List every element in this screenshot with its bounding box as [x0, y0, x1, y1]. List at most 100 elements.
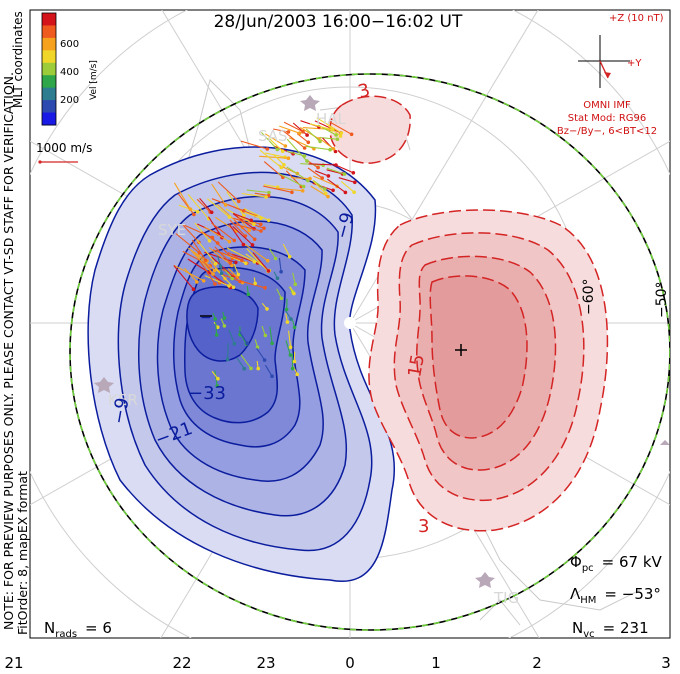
velocity-vector-origin: [259, 222, 263, 227]
contour-label-pos15: 15: [404, 353, 429, 379]
velocity-vector: [284, 309, 292, 320]
velocity-vector: [207, 198, 230, 218]
velocity-vector: [272, 128, 289, 133]
potential-extrema: [200, 315, 467, 356]
velocity-vector-origin: [212, 268, 217, 273]
velocity-vector-origin: [238, 279, 242, 284]
velocity-vector-origin: [213, 282, 217, 286]
velocity-vector-origin: [339, 131, 344, 135]
velocity-vector: [233, 263, 239, 275]
velocity-vector-origin: [293, 282, 298, 287]
velocity-vectors: [173, 117, 357, 388]
fit-order-note: FitOrder: 8, mapEX format: [15, 471, 30, 635]
velocity-vector: [215, 322, 218, 336]
velocity-vector: [173, 182, 191, 210]
velocity-vector-origin: [265, 147, 270, 151]
velocity-vector: [288, 330, 292, 348]
velocity-vector-origin: [286, 156, 291, 160]
velocity-vector-origin: [326, 174, 331, 178]
radar-labels: SAS HAL SYE KER TIG: [108, 110, 519, 607]
velocity-vector: [278, 257, 282, 272]
mlt-coordinates-label: MLT coordinates: [11, 11, 25, 108]
velocity-vector-origin: [227, 284, 231, 288]
velocity-vector: [312, 180, 326, 190]
contour-label-neg9-left: −9: [108, 396, 133, 426]
mlt-label-2: 2: [532, 654, 542, 672]
velocity-vector-origin: [188, 207, 193, 211]
mlt-label-22: 22: [172, 654, 191, 672]
velocity-vector-origin: [263, 333, 268, 338]
velocity-vector: [175, 233, 200, 254]
imf-source: OMNI IMF: [583, 100, 631, 111]
velocity-vector-origin: [241, 209, 246, 213]
velocity-vector-origin: [334, 133, 338, 137]
radar-label-sas: SAS: [258, 127, 288, 145]
velocity-vector: [233, 219, 256, 240]
velocity-vector: [191, 239, 207, 261]
velocity-vector-origin: [306, 140, 311, 145]
velocity-vector-origin: [227, 215, 232, 219]
velocity-vector: [236, 357, 245, 370]
velocity-vector: [263, 184, 278, 188]
velocity-vector-origin: [280, 149, 285, 153]
velocity-vector-origin: [285, 320, 290, 324]
preview-note: NOTE: FOR PREVIEW PURPOSES ONLY. PLEASE …: [1, 72, 16, 630]
pole-marker: [344, 317, 356, 329]
velocity-vector: [296, 133, 309, 143]
velocity-vector-origin: [218, 264, 223, 269]
velocity-vector: [260, 132, 278, 150]
velocity-vector-origin: [279, 165, 284, 170]
lat-label-60: −60°: [581, 278, 597, 315]
velocity-vector-origin: [232, 268, 237, 272]
velocity-vector-origin: [242, 366, 246, 371]
velocity-vector-origin: [331, 147, 336, 151]
velocity-vector: [178, 204, 198, 213]
velocity-vector: [283, 121, 304, 133]
velocity-vector: [291, 177, 311, 180]
color-bar-tick-400: 400: [60, 67, 79, 78]
velocity-vector-origin: [292, 325, 297, 330]
velocity-vector: [265, 152, 286, 158]
velocity-vector-origin: [292, 291, 296, 296]
velocity-vector-origin: [300, 189, 305, 193]
velocity-vector-origin: [215, 325, 220, 330]
velocity-vector-origin: [244, 261, 248, 266]
velocity-vector: [233, 217, 265, 229]
velocity-vector-origin: [211, 272, 215, 276]
velocity-vector-origin: [214, 262, 218, 266]
velocity-vector: [265, 364, 273, 377]
velocity-vector-origin: [323, 191, 328, 196]
positive-potential-cell: [329, 95, 609, 532]
velocity-vector: [201, 231, 218, 244]
velocity-vector-origin: [252, 237, 257, 242]
color-bar-cell: [42, 62, 56, 76]
velocity-vector-origin: [289, 317, 293, 321]
velocity-vector-origin: [213, 317, 217, 321]
velocity-vector: [204, 226, 230, 243]
velocity-vector: [243, 208, 269, 221]
velocity-vector-origin: [318, 139, 322, 144]
velocity-vector: [292, 122, 308, 136]
velocity-vector: [259, 149, 282, 168]
velocity-vector-origin: [219, 271, 224, 276]
velocity-vector: [182, 224, 200, 243]
velocity-vector-origin: [352, 190, 356, 194]
velocity-vector: [190, 249, 214, 275]
velocity-vector-origin: [236, 272, 241, 277]
velocity-vector-origin: [262, 358, 267, 362]
velocity-vector: [268, 137, 284, 152]
velocity-vector: [204, 251, 236, 263]
velocity-vector-origin: [287, 254, 292, 259]
velocity-vector: [315, 170, 329, 177]
phi-pc-stat: Φpc = 67 kV: [570, 553, 663, 574]
velocity-vector: [329, 121, 352, 135]
velocity-vector: [276, 187, 303, 192]
velocity-vector-origin: [279, 269, 283, 274]
velocity-vector: [327, 178, 346, 193]
velocity-vector: [241, 192, 267, 198]
color-bar-tick-600: 600: [60, 39, 79, 50]
velocity-vector: [214, 246, 231, 264]
velocity-vector-origin: [301, 129, 305, 134]
velocity-vector-origin: [232, 238, 237, 243]
velocity-vector-origin: [216, 376, 220, 381]
